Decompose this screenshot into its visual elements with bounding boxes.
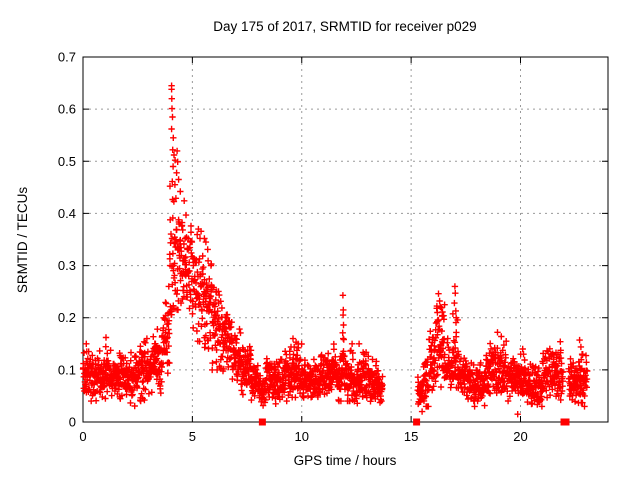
zero-square-marker bbox=[258, 418, 266, 426]
y-tick-label: 0 bbox=[69, 415, 76, 430]
x-tick-label: 5 bbox=[189, 429, 196, 444]
y-axis-label: SRMTID / TECUs bbox=[15, 187, 30, 294]
chart-title: Day 175 of 2017, SRMTID for receiver p02… bbox=[213, 19, 476, 34]
y-tick-label: 0.1 bbox=[58, 362, 76, 377]
x-tick-label: 20 bbox=[513, 429, 527, 444]
zero-square-marker bbox=[562, 418, 570, 426]
y-tick-label: 0.7 bbox=[58, 50, 76, 65]
y-tick-label: 0.5 bbox=[58, 154, 76, 169]
y-tick-label: 0.4 bbox=[58, 206, 76, 221]
y-tick-label: 0.3 bbox=[58, 258, 76, 273]
data-points-layer bbox=[79, 82, 591, 426]
x-tick-label: 0 bbox=[79, 429, 86, 444]
y-tick-label: 0.6 bbox=[58, 102, 76, 117]
x-tick-label: 15 bbox=[404, 429, 418, 444]
y-tick-label: 0.2 bbox=[58, 310, 76, 325]
zero-square-marker bbox=[413, 418, 421, 426]
y-tick-labels: 0 0.1 0.2 0.3 0.4 0.5 0.6 0.7 bbox=[58, 50, 76, 430]
x-axis-label: GPS time / hours bbox=[294, 453, 397, 468]
x-tick-label: 10 bbox=[295, 429, 309, 444]
scatter-points bbox=[79, 82, 591, 418]
axis-ticks bbox=[82, 56, 609, 423]
plot-border-and-ticks bbox=[82, 56, 609, 423]
x-tick-labels: 0 5 10 15 20 bbox=[79, 429, 527, 444]
